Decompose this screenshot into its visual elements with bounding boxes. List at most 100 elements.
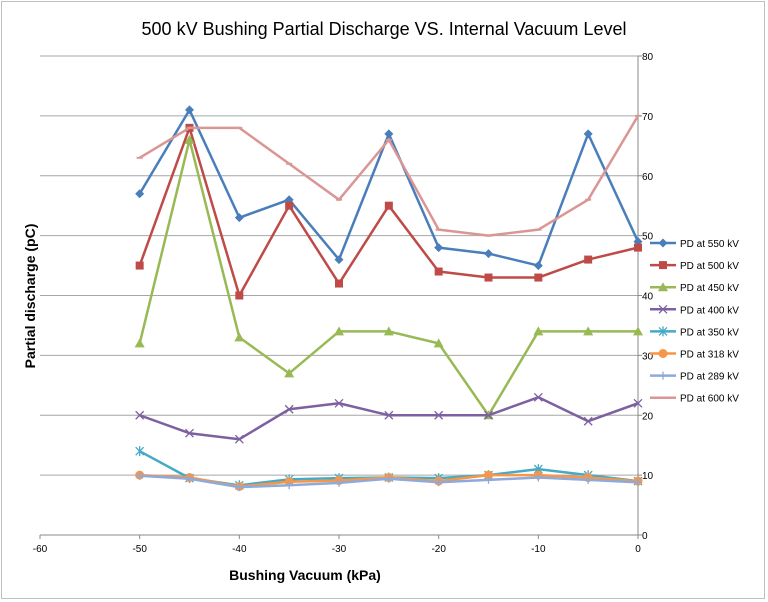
data-point bbox=[384, 410, 394, 420]
y-tick-label: 10 bbox=[642, 471, 654, 482]
data-point bbox=[633, 398, 643, 408]
series-pd-at-400-kv bbox=[135, 392, 643, 444]
data-point bbox=[634, 478, 642, 487]
data-point bbox=[659, 371, 667, 380]
series-pd-at-600-kv bbox=[136, 114, 641, 237]
data-point bbox=[234, 213, 244, 223]
y-tick-label: 80 bbox=[642, 52, 654, 63]
data-point bbox=[658, 304, 668, 314]
data-point bbox=[234, 332, 245, 342]
data-point bbox=[658, 326, 668, 337]
legend-label: PD at 289 kV bbox=[680, 372, 739, 383]
legend-item: PD at 318 kV bbox=[650, 349, 739, 361]
y-axis-label: Partial discharge (pC) bbox=[22, 224, 38, 369]
x-axis-label: Bushing Vacuum (kPa) bbox=[229, 567, 381, 583]
data-point bbox=[285, 481, 294, 490]
legend-label: PD at 400 kV bbox=[680, 305, 739, 316]
data-point bbox=[434, 410, 444, 420]
data-point bbox=[284, 404, 294, 414]
legend-item: PD at 450 kV bbox=[650, 282, 739, 294]
data-point bbox=[135, 471, 144, 480]
x-tick-label: -60 bbox=[33, 544, 48, 555]
y-tick-label: 30 bbox=[642, 351, 654, 362]
data-point bbox=[533, 261, 543, 271]
data-point bbox=[484, 249, 493, 259]
x-tick-label: -20 bbox=[431, 544, 446, 555]
series-pd-at-289-kv bbox=[135, 471, 642, 492]
x-tick-label: 0 bbox=[635, 544, 641, 555]
x-tick-label: -50 bbox=[132, 544, 147, 555]
y-tick-label: 60 bbox=[642, 172, 654, 183]
data-point bbox=[335, 478, 343, 487]
data-point bbox=[135, 261, 144, 270]
y-tick-label: 40 bbox=[642, 292, 654, 303]
data-point bbox=[134, 338, 145, 348]
data-point bbox=[583, 416, 593, 426]
data-point bbox=[135, 189, 145, 199]
data-point bbox=[384, 474, 393, 483]
data-point bbox=[658, 282, 668, 292]
data-point bbox=[334, 255, 344, 265]
y-tick-label: 0 bbox=[642, 531, 648, 542]
data-point bbox=[434, 267, 443, 276]
data-point bbox=[534, 473, 543, 482]
data-point bbox=[235, 291, 244, 300]
series-pd-at-450-kv bbox=[134, 134, 643, 420]
data-point bbox=[334, 326, 344, 336]
data-point bbox=[583, 129, 593, 139]
data-point bbox=[584, 255, 593, 264]
series-pd-at-550-kv bbox=[135, 105, 643, 271]
data-point bbox=[384, 129, 394, 139]
legend-label: PD at 600 kV bbox=[680, 394, 739, 405]
legend-label: PD at 550 kV bbox=[680, 239, 739, 250]
data-point bbox=[634, 243, 642, 252]
legend-label: PD at 350 kV bbox=[680, 327, 739, 338]
data-point bbox=[135, 410, 145, 420]
data-point bbox=[484, 475, 493, 484]
legend-item: PD at 400 kV bbox=[650, 304, 739, 316]
data-point bbox=[534, 273, 543, 282]
data-point bbox=[184, 134, 195, 144]
legend-label: PD at 500 kV bbox=[680, 261, 739, 272]
x-tick-label: -10 bbox=[531, 544, 546, 555]
data-point bbox=[235, 483, 244, 492]
y-tick-label: 70 bbox=[642, 112, 654, 123]
data-point bbox=[285, 201, 294, 210]
data-point bbox=[433, 338, 444, 348]
data-point bbox=[185, 428, 194, 438]
data-point bbox=[383, 326, 394, 336]
legend-label: PD at 450 kV bbox=[680, 283, 739, 294]
data-point bbox=[658, 238, 668, 248]
series-line bbox=[138, 138, 638, 417]
x-tick-label: -40 bbox=[232, 544, 247, 555]
data-point bbox=[659, 261, 667, 270]
data-point bbox=[584, 475, 593, 484]
series-line bbox=[138, 126, 639, 297]
legend-item: PD at 600 kV bbox=[650, 394, 739, 405]
data-point bbox=[658, 349, 668, 358]
data-point bbox=[185, 105, 194, 115]
legend-item: PD at 500 kV bbox=[650, 261, 739, 272]
x-tick-label: -30 bbox=[332, 544, 347, 555]
data-point bbox=[583, 326, 594, 336]
data-point bbox=[384, 201, 393, 210]
data-point bbox=[135, 446, 145, 457]
legend-label: PD at 318 kV bbox=[680, 350, 739, 361]
legend-item: PD at 350 kV bbox=[650, 326, 739, 338]
data-point bbox=[434, 478, 443, 487]
legend-item: PD at 289 kV bbox=[650, 371, 739, 383]
y-tick-label: 50 bbox=[642, 232, 654, 243]
legend-item: PD at 550 kV bbox=[650, 238, 739, 250]
data-point bbox=[484, 470, 493, 480]
data-point bbox=[533, 326, 544, 336]
data-point bbox=[434, 243, 444, 253]
data-point bbox=[335, 279, 343, 288]
data-point bbox=[334, 398, 344, 408]
y-tick-label: 20 bbox=[642, 411, 654, 422]
data-point bbox=[484, 273, 493, 282]
data-point bbox=[633, 326, 643, 336]
data-point bbox=[185, 474, 194, 483]
series-line bbox=[139, 396, 639, 441]
